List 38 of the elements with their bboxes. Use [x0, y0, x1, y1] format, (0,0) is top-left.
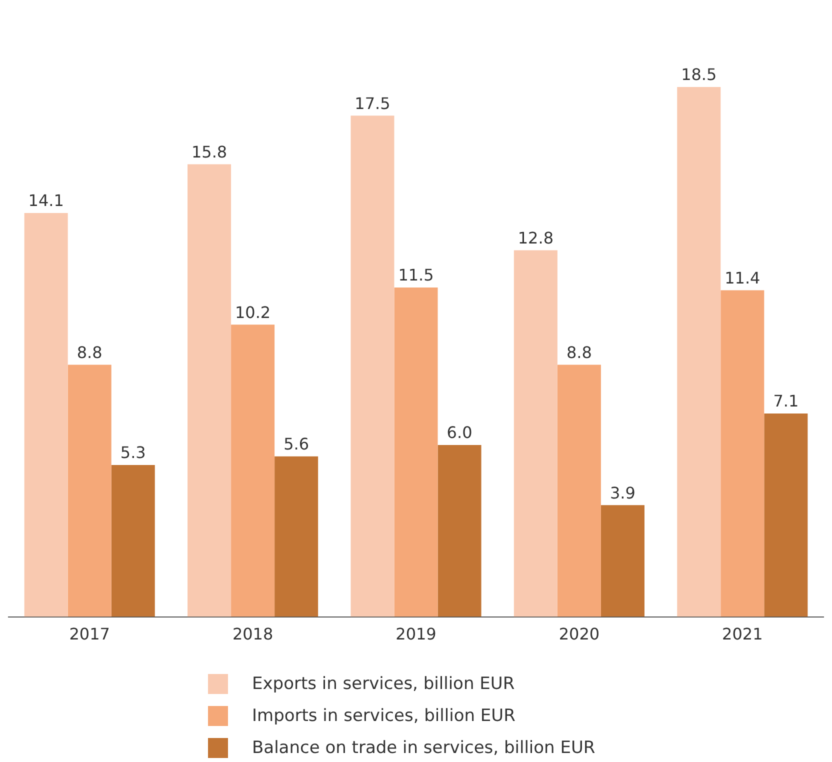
data-label: 14.1	[28, 191, 64, 210]
x-tick-label: 2017	[69, 624, 110, 644]
bar	[438, 444, 482, 617]
data-label: 3.9	[610, 483, 636, 502]
bar	[274, 456, 318, 617]
data-label: 5.3	[120, 443, 146, 462]
legend-label: Imports in services, billion EUR	[252, 706, 516, 726]
bar	[600, 505, 644, 617]
bar	[557, 364, 601, 617]
legend-label: Balance on trade in services, billion EUR	[252, 738, 596, 758]
data-label: 7.1	[773, 392, 799, 411]
data-label: 8.8	[566, 342, 592, 362]
data-label: 17.5	[354, 94, 390, 113]
data-label: 10.2	[234, 302, 271, 322]
x-tick-label: 2019	[396, 624, 436, 644]
bar	[514, 250, 558, 617]
bar	[720, 290, 764, 617]
x-tick-label: 2021	[722, 624, 763, 644]
bar	[68, 364, 112, 617]
data-label: 5.6	[284, 434, 310, 454]
x-tick-label: 2020	[558, 624, 600, 644]
x-tick-label: 2018	[232, 624, 274, 644]
data-label: 15.8	[191, 142, 228, 162]
bar	[764, 413, 808, 617]
bar	[24, 212, 68, 617]
data-label: 11.4	[724, 268, 760, 288]
data-label: 6.0	[446, 423, 472, 442]
legend-label: Exports in services, billion EUR	[252, 674, 515, 694]
data-label: 11.5	[398, 266, 434, 285]
data-label: 18.5	[681, 65, 717, 84]
bar	[188, 164, 232, 617]
bar	[394, 287, 438, 617]
bar	[677, 86, 721, 617]
bar	[111, 465, 155, 617]
data-label: 8.8	[76, 342, 102, 362]
data-label: 12.8	[518, 228, 554, 248]
bar	[231, 324, 275, 617]
bar	[350, 116, 394, 617]
